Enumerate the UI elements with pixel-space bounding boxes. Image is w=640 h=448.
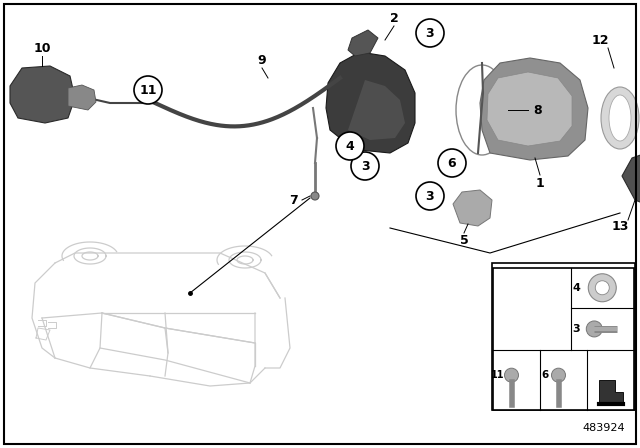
Circle shape — [311, 192, 319, 200]
Text: 3: 3 — [426, 26, 435, 39]
Text: 7: 7 — [290, 194, 298, 207]
Polygon shape — [453, 190, 492, 226]
Text: 13: 13 — [611, 220, 628, 233]
Text: 10: 10 — [33, 42, 51, 55]
Polygon shape — [68, 85, 96, 110]
Text: 3: 3 — [361, 159, 369, 172]
Polygon shape — [348, 30, 378, 56]
Polygon shape — [10, 66, 75, 123]
Text: 8: 8 — [534, 103, 542, 116]
Bar — [492, 263, 635, 410]
Text: 3: 3 — [573, 324, 580, 334]
Circle shape — [504, 368, 518, 382]
Polygon shape — [480, 58, 588, 160]
Text: 6: 6 — [448, 156, 456, 169]
Text: 11: 11 — [492, 370, 505, 380]
Text: 4: 4 — [573, 283, 580, 293]
Text: 11: 11 — [140, 83, 157, 96]
Circle shape — [351, 152, 379, 180]
Polygon shape — [622, 150, 640, 213]
Ellipse shape — [456, 65, 508, 155]
Circle shape — [134, 76, 162, 104]
Polygon shape — [598, 380, 623, 402]
Text: 6: 6 — [541, 370, 548, 380]
Ellipse shape — [609, 95, 631, 141]
Ellipse shape — [601, 87, 639, 149]
Text: 1: 1 — [536, 177, 545, 190]
Circle shape — [438, 149, 466, 177]
Text: 2: 2 — [390, 12, 398, 25]
Bar — [493, 268, 634, 410]
Text: 5: 5 — [460, 233, 468, 246]
Text: 4: 4 — [346, 139, 355, 152]
Text: 3: 3 — [426, 190, 435, 202]
Circle shape — [595, 281, 609, 295]
Text: 483924: 483924 — [582, 423, 625, 433]
Circle shape — [416, 182, 444, 210]
Text: 12: 12 — [591, 34, 609, 47]
Circle shape — [336, 132, 364, 160]
Polygon shape — [326, 52, 415, 153]
Polygon shape — [487, 72, 572, 146]
Circle shape — [588, 274, 616, 302]
Polygon shape — [348, 80, 405, 140]
Circle shape — [416, 19, 444, 47]
Circle shape — [552, 368, 566, 382]
Circle shape — [586, 321, 602, 337]
Text: 9: 9 — [258, 53, 266, 66]
